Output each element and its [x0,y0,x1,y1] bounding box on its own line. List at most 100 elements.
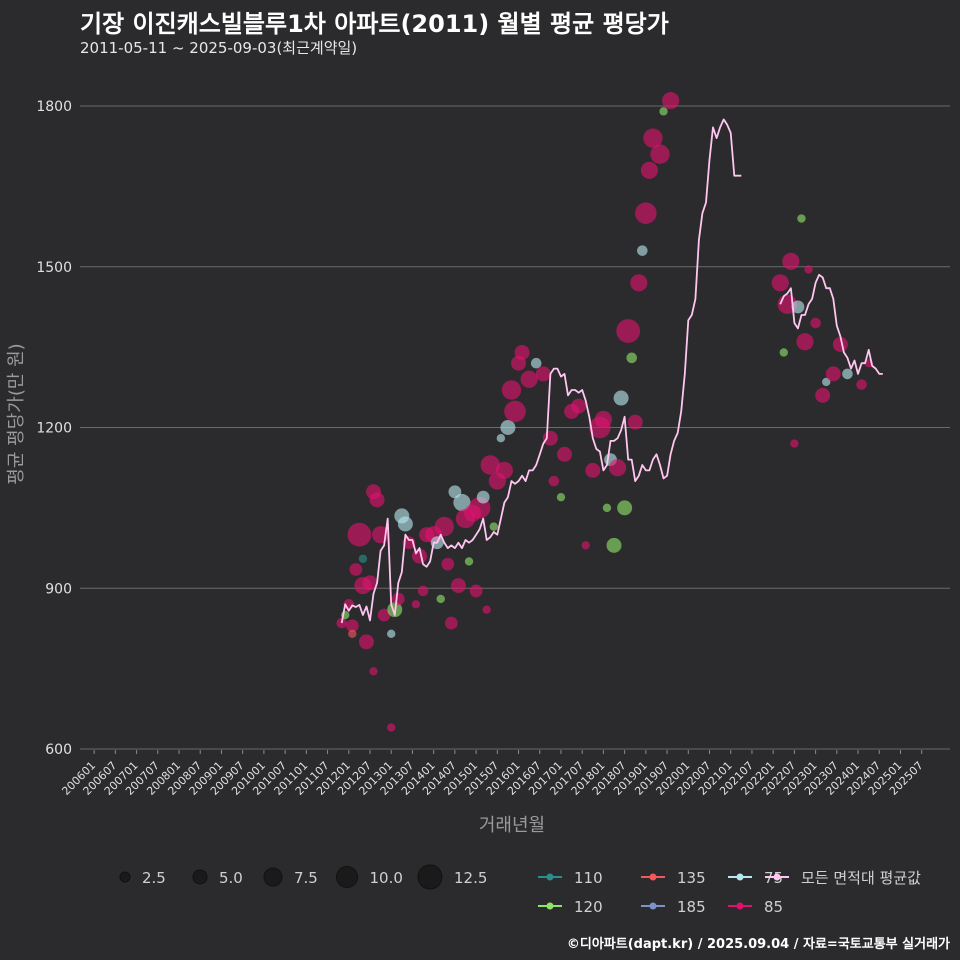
data-point-s85-82 [662,92,680,110]
data-point-s85-15 [377,608,391,622]
y-tick-600: 600 [45,742,72,758]
data-point-s85-78 [640,161,658,179]
data-point-s85-62 [581,541,590,550]
y-axis-ticks: 600 900 1200 1500 1800 [36,99,72,758]
data-point-s85-23 [411,600,421,609]
data-point-s85-77 [635,202,657,224]
data-point-s85-57 [548,475,560,487]
data-point-s85-74 [627,414,643,430]
data-point-s75-76 [637,245,648,256]
data-point-s75-41 [476,490,490,504]
data-points [336,92,873,732]
data-point-s85-53 [520,370,538,388]
size-legend-label-1: 5.0 [219,869,243,887]
legend-label-s110: 110 [574,869,603,887]
x-axis-label: 거래년월 [479,815,545,836]
data-point-s85-87 [790,439,799,448]
data-point-s85-83 [771,274,789,292]
size-legend-circle-1 [192,869,208,885]
data-point-s135-4 [348,629,357,638]
data-point-s85-55 [535,366,551,382]
size-legend-circle-4 [417,864,443,890]
legend-label-s120: 120 [574,898,603,916]
data-point-s85-75 [630,274,648,292]
data-point-s75-88 [791,300,805,314]
data-point-s75-46 [496,434,506,443]
legend-marker-s110 [546,873,554,881]
grid-lines [80,105,950,750]
legend-label-s85: 85 [764,898,783,916]
data-point-s85-96 [832,336,848,352]
data-point-s85-93 [815,387,831,403]
average-line-segment-1 [779,273,883,375]
y-tick-1500: 1500 [36,260,72,276]
data-point-s85-65 [594,410,613,429]
data-point-s85-12 [369,667,378,676]
data-point-s85-92 [810,317,821,329]
legend-marker-s85 [736,902,744,910]
data-point-s75-17 [387,629,396,638]
size-legend-circle-0 [119,871,131,883]
data-point-s85-91 [804,265,813,274]
data-point-s75-97 [842,368,853,380]
data-point-s85-95 [825,366,841,382]
data-point-s85-34 [450,578,466,594]
size-legend-circle-2 [263,867,283,887]
size-legend-label-3: 10.0 [370,869,403,887]
data-point-s85-49 [501,380,522,400]
data-point-s85-80 [650,144,670,164]
data-point-s85-52 [514,344,530,360]
data-point-s85-5 [349,563,363,576]
size-legend-label-0: 2.5 [142,869,166,887]
data-point-s85-69 [608,459,627,477]
data-point-s120-84 [779,348,788,357]
legend-label-s185: 185 [677,898,706,916]
data-point-s85-39 [469,584,483,598]
data-point-s75-35 [453,493,471,512]
data-point-s120-29 [436,594,445,604]
data-point-s85-42 [482,605,491,614]
average-line-layer [340,118,883,624]
data-point-s120-81 [659,107,668,116]
data-point-s120-89 [797,214,806,223]
page-subtitle: 2011-05-11 ~ 2025-09-03(최근계약일) [80,39,358,57]
legend-label-s135: 135 [677,869,706,887]
data-point-s85-79 [643,128,663,148]
data-point-s120-58 [556,492,566,502]
y-tick-1800: 1800 [36,99,72,115]
data-point-s85-19 [391,592,405,606]
data-point-s120-73 [626,352,638,364]
size-legend-label-4: 12.5 [454,869,487,887]
data-point-s85-47 [495,461,513,479]
data-point-s85-59 [557,446,573,462]
data-point-s75-21 [397,516,413,532]
data-point-s110-7 [358,554,368,563]
data-point-s85-63 [585,462,601,478]
data-point-s85-50 [504,400,526,423]
data-point-s85-61 [571,398,587,414]
data-point-s75-48 [500,420,516,435]
legend-marker-s120 [546,902,554,910]
data-point-s85-86 [782,252,800,270]
data-point-s85-30 [434,516,454,537]
source-caption: ©디아파트(dapt.kr) / 2025.09.04 / 자료=국토교통부 실… [566,937,950,952]
legend-marker-avg [773,873,781,881]
data-point-s85-43 [480,455,500,475]
legend-marker-s75 [736,873,744,881]
y-tick-900: 900 [45,581,72,597]
data-point-s120-71 [617,500,633,516]
data-point-s85-98 [856,379,867,390]
data-point-s85-9 [358,634,374,650]
data-point-s120-66 [602,503,612,513]
y-axis-label: 평균 평당가(만 원) [6,343,27,484]
data-point-s85-31 [441,557,455,571]
size-legend-label-2: 7.5 [294,869,318,887]
average-line-segment-0 [340,118,742,624]
data-point-s85-16 [387,723,396,732]
data-point-s85-13 [369,492,385,508]
data-point-s85-90 [796,333,814,351]
data-point-s120-44 [489,522,498,531]
data-point-s75-94 [822,377,831,387]
